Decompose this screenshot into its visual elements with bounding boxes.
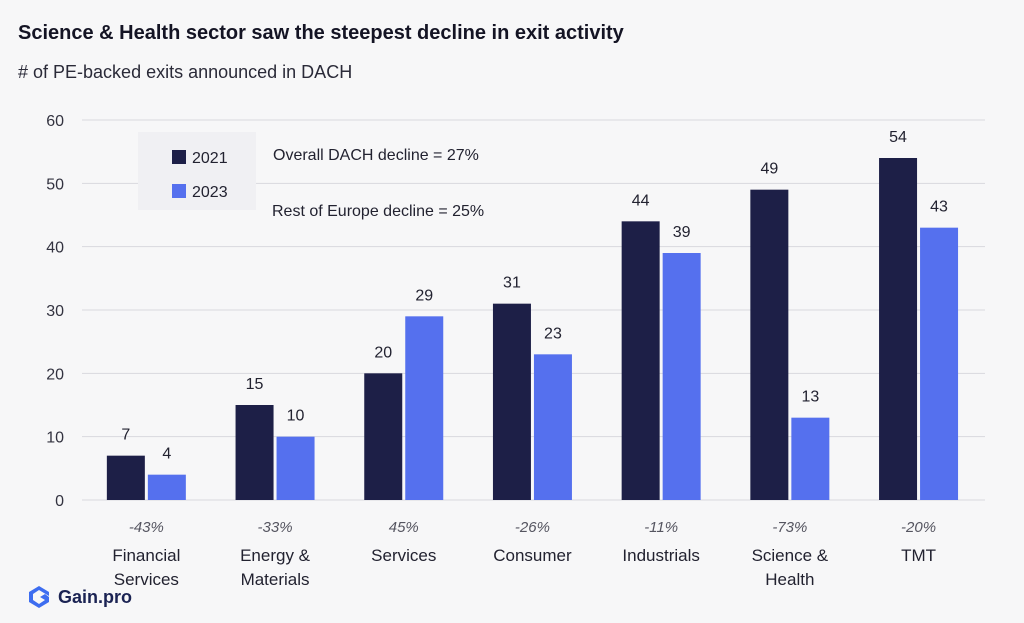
value-label-2021: 49 [760, 161, 778, 178]
value-label-2021: 54 [889, 129, 907, 146]
y-tick-label: 50 [46, 176, 64, 193]
legend-swatch-2023 [172, 184, 186, 198]
value-label-2021: 31 [503, 275, 521, 292]
brand-name: Gain.pro [58, 586, 133, 607]
change-label: -43% [129, 519, 164, 536]
y-tick-label: 20 [46, 366, 64, 383]
change-label: -26% [515, 519, 550, 536]
y-axis-ticks: 0 10 20 30 40 50 60 [46, 113, 64, 510]
y-tick-label: 30 [46, 303, 64, 320]
category-label: TMT [901, 546, 936, 565]
gain-pro-logo-icon [29, 586, 49, 608]
value-label-2023: 13 [801, 389, 819, 406]
category-label: Industrials [622, 546, 699, 565]
category-label: Materials [241, 570, 310, 589]
category-label: Science & [752, 546, 829, 565]
value-label-2021: 7 [121, 427, 130, 444]
category-label: Services [371, 546, 436, 565]
category-label: Services [114, 570, 179, 589]
annotation-overall-dach: Overall DACH decline = 27% [273, 147, 479, 164]
change-label: -11% [644, 519, 678, 536]
legend-swatch-2021 [172, 150, 186, 164]
bar-2021-1 [235, 405, 274, 500]
bar-2021-0 [106, 455, 145, 500]
value-label-2021: 20 [374, 344, 392, 361]
bar-2023-0 [147, 474, 186, 500]
change-label: 45% [389, 519, 419, 536]
change-label: -20% [901, 519, 936, 536]
bar-2021-5 [750, 189, 789, 500]
value-label-2021: 15 [246, 376, 264, 393]
legend-background [138, 132, 256, 210]
bar-2023-3 [533, 354, 572, 500]
category-label: Consumer [493, 546, 572, 565]
bar-2023-5 [791, 417, 830, 500]
bar-2023-1 [276, 436, 315, 500]
value-label-2023: 29 [415, 287, 433, 304]
bars [106, 158, 959, 501]
y-tick-label: 60 [46, 113, 64, 130]
brand-logo: Gain.pro [26, 584, 132, 610]
bar-2023-6 [920, 227, 959, 500]
bar-2023-2 [405, 316, 444, 500]
change-label: -73% [772, 519, 807, 536]
category-labels: -43% Financial Services -33% Energy & Materia… [112, 519, 936, 589]
y-tick-label: 0 [55, 493, 64, 510]
value-label-2023: 43 [930, 199, 948, 216]
value-label-2023: 23 [544, 325, 562, 342]
y-tick-label: 40 [46, 240, 64, 257]
value-labels: 7 4 15 10 20 29 31 23 44 39 49 13 54 43 [121, 129, 948, 463]
legend: 2021 2023 [138, 132, 256, 210]
value-label-2023: 39 [673, 224, 691, 241]
chart-subtitle: # of PE-backed exits announced in DACH [18, 62, 353, 82]
bar-2021-2 [364, 373, 403, 500]
value-label-2023: 4 [162, 446, 171, 463]
annotation-rest-of-europe: Rest of Europe decline = 25% [272, 203, 484, 220]
category-label: Energy & [240, 546, 311, 565]
category-label: Health [765, 570, 814, 589]
value-label-2023: 10 [287, 408, 305, 425]
chart-title: Science & Health sector saw the steepest… [18, 22, 624, 44]
value-label-2021: 44 [632, 192, 650, 209]
legend-label-2021: 2021 [192, 150, 228, 167]
bar-2021-3 [492, 303, 531, 500]
y-tick-label: 10 [46, 430, 64, 447]
bar-2021-4 [621, 221, 660, 501]
change-label: -33% [258, 519, 293, 536]
category-label: Financial [112, 546, 180, 565]
bar-2023-4 [662, 253, 701, 500]
legend-label-2023: 2023 [192, 184, 228, 201]
bar-2021-6 [879, 158, 918, 500]
